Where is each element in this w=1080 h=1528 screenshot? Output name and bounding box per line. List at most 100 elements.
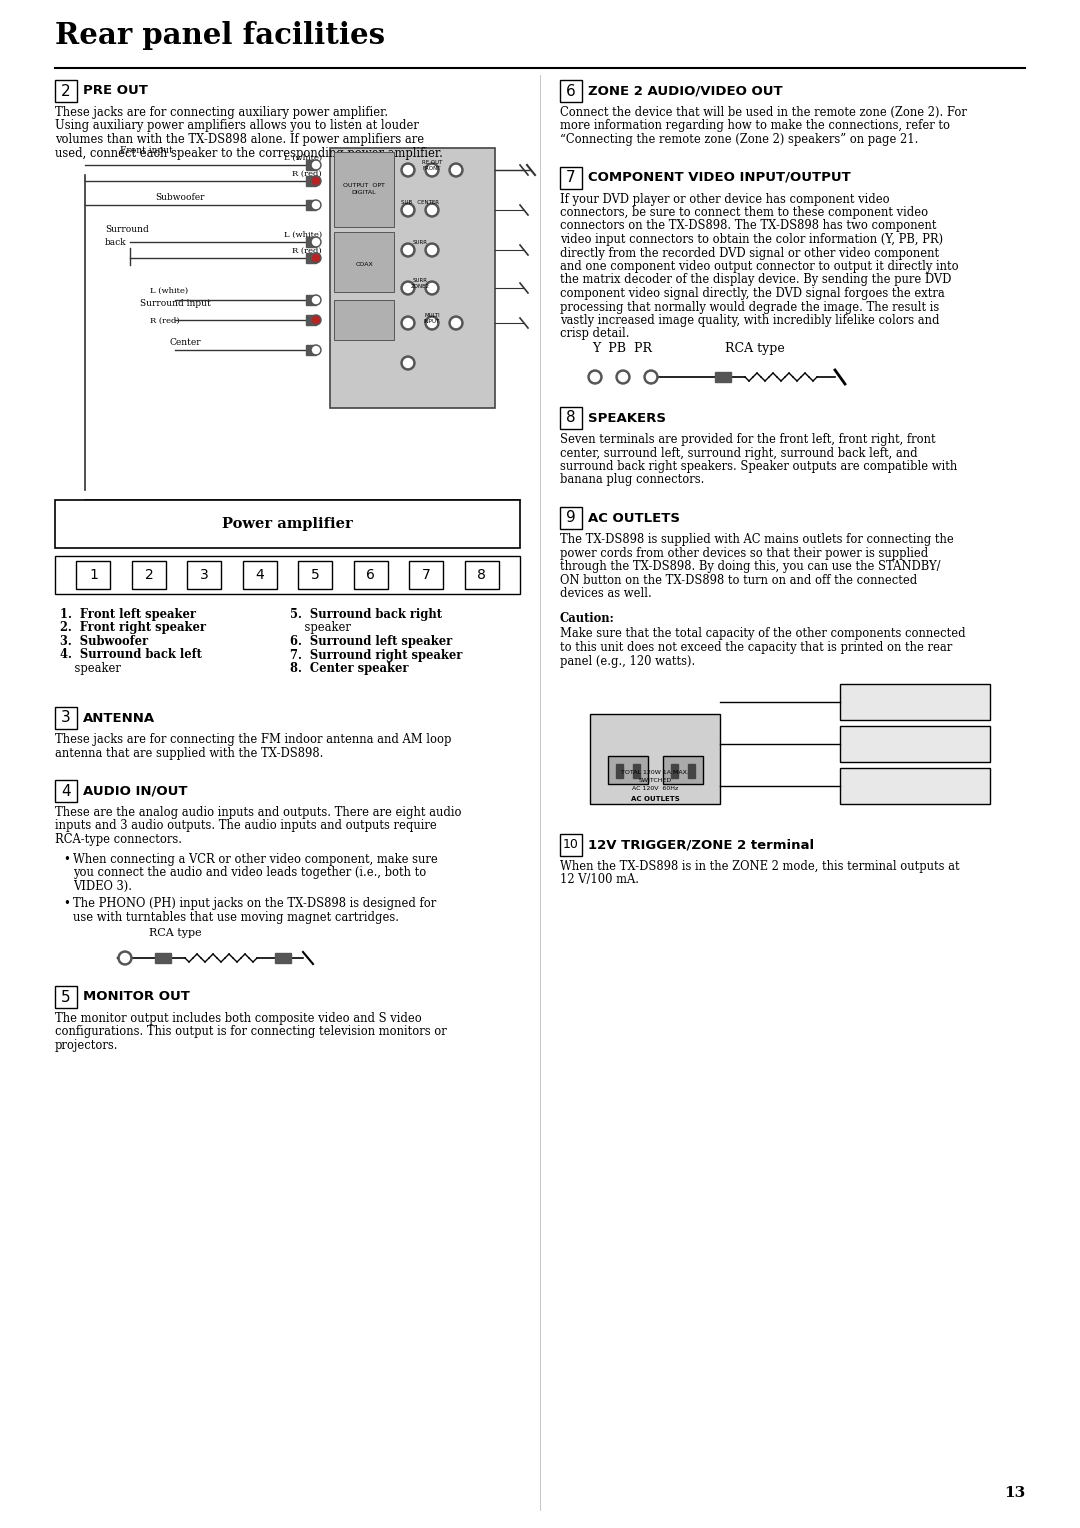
Text: devices as well.: devices as well. (561, 587, 651, 601)
Text: crisp detail.: crisp detail. (561, 327, 630, 341)
Circle shape (312, 347, 320, 353)
Bar (306, 345, 316, 354)
Text: The monitor output includes both composite video and S video: The monitor output includes both composi… (55, 1012, 422, 1025)
Circle shape (311, 200, 321, 209)
Text: connectors on the TX-DS898. The TX-DS898 has two component: connectors on the TX-DS898. The TX-DS898… (561, 220, 936, 232)
Text: panel (e.g., 120 watts).: panel (e.g., 120 watts). (561, 654, 696, 668)
Bar (334, 232, 394, 292)
Text: 6: 6 (366, 568, 375, 582)
Text: Power amplifier: Power amplifier (222, 516, 353, 532)
Text: MONITOR OUT: MONITOR OUT (83, 990, 190, 1004)
Bar (663, 756, 703, 784)
Bar (306, 315, 316, 325)
Bar (55, 79, 77, 102)
Circle shape (426, 316, 438, 330)
Text: component video signal directly, the DVD signal forgoes the extra: component video signal directly, the DVD… (561, 287, 945, 299)
Circle shape (312, 255, 320, 261)
Text: connectors, be sure to connect them to these component video: connectors, be sure to connect them to t… (561, 206, 928, 219)
Text: Connect the device that will be used in the remote zone (Zone 2). For: Connect the device that will be used in … (561, 105, 967, 119)
Text: COAX: COAX (355, 263, 373, 267)
Text: These are the analog audio inputs and outputs. There are eight audio: These are the analog audio inputs and ou… (55, 805, 461, 819)
Text: 13: 13 (1003, 1487, 1025, 1500)
Text: 4: 4 (62, 784, 71, 799)
Text: TOTAL 120W 1A MAX.: TOTAL 120W 1A MAX. (621, 770, 689, 775)
Circle shape (312, 162, 320, 168)
Circle shape (401, 243, 415, 257)
Circle shape (311, 160, 321, 170)
Text: vastly increased image quality, with incredibly lifelike colors and: vastly increased image quality, with inc… (561, 313, 940, 327)
Text: COMPONENT VIDEO INPUT/OUTPUT: COMPONENT VIDEO INPUT/OUTPUT (588, 171, 851, 183)
Circle shape (401, 316, 415, 330)
Bar (187, 561, 221, 588)
Bar (353, 561, 388, 588)
Text: When connecting a VCR or other video component, make sure: When connecting a VCR or other video com… (73, 853, 437, 865)
Text: back: back (105, 238, 126, 248)
Text: AC OUTLETS: AC OUTLETS (588, 512, 680, 524)
Bar (561, 406, 582, 429)
Text: 5: 5 (62, 990, 71, 1004)
Circle shape (449, 316, 463, 330)
Circle shape (404, 318, 413, 327)
Text: 8.  Center speaker: 8. Center speaker (291, 662, 408, 675)
Text: 1.  Front left speaker: 1. Front left speaker (60, 608, 195, 620)
Text: center, surround left, surround right, surround back left, and: center, surround left, surround right, s… (561, 446, 918, 460)
Text: 7: 7 (566, 170, 576, 185)
Text: Front input: Front input (120, 147, 173, 154)
Bar (243, 561, 276, 588)
Bar (330, 148, 495, 408)
Bar (77, 561, 110, 588)
Text: RCA type: RCA type (725, 342, 785, 354)
Circle shape (449, 163, 463, 177)
Text: R (red): R (red) (150, 316, 179, 325)
Text: more information regarding how to make the connections, refer to: more information regarding how to make t… (561, 119, 950, 133)
Bar (55, 707, 77, 729)
Text: projectors.: projectors. (55, 1039, 119, 1051)
Text: These jacks are for connecting the FM indoor antenna and AM loop: These jacks are for connecting the FM in… (55, 733, 451, 746)
Circle shape (428, 205, 436, 214)
Bar (608, 756, 648, 784)
Text: SWITCHED: SWITCHED (638, 778, 672, 782)
Text: •: • (63, 897, 70, 911)
Text: ANTENNA: ANTENNA (83, 712, 156, 724)
Text: When the TX-DS898 is in the ZONE 2 mode, this terminal outputs at: When the TX-DS898 is in the ZONE 2 mode,… (561, 860, 960, 872)
Text: SURR: SURR (413, 240, 428, 244)
Circle shape (404, 284, 413, 292)
Text: speaker: speaker (60, 662, 121, 675)
Text: “Connecting the remote zone (Zone 2) speakers” on page 21.: “Connecting the remote zone (Zone 2) spe… (561, 133, 918, 147)
Text: the matrix decoder of the display device. By sending the pure DVD: the matrix decoder of the display device… (561, 274, 951, 287)
Bar (334, 299, 394, 341)
Text: you connect the audio and video leads together (i.e., both to: you connect the audio and video leads to… (73, 866, 427, 879)
Text: 3: 3 (200, 568, 208, 582)
Text: video input connectors to obtain the color information (Y, PB, PR): video input connectors to obtain the col… (561, 232, 943, 246)
Circle shape (311, 254, 321, 263)
Circle shape (311, 345, 321, 354)
Text: These jacks are for connecting auxiliary power amplifier.: These jacks are for connecting auxiliary… (55, 105, 388, 119)
Text: 12V TRIGGER/ZONE 2 terminal: 12V TRIGGER/ZONE 2 terminal (588, 839, 814, 851)
Text: RCA type: RCA type (149, 927, 201, 938)
Circle shape (311, 176, 321, 186)
Circle shape (426, 281, 438, 295)
Bar (306, 160, 316, 170)
Circle shape (428, 318, 436, 327)
Text: Surround: Surround (105, 225, 149, 234)
Text: 3.  Subwoofer: 3. Subwoofer (60, 636, 148, 648)
Text: directly from the recorded DVD signal or other video component: directly from the recorded DVD signal or… (561, 246, 940, 260)
Circle shape (311, 295, 321, 306)
Circle shape (404, 359, 413, 368)
Bar (616, 764, 623, 778)
Text: •: • (63, 853, 70, 865)
Circle shape (312, 296, 320, 304)
Text: power cords from other devices so that their power is supplied: power cords from other devices so that t… (561, 547, 928, 559)
Text: 3: 3 (62, 711, 71, 726)
Text: Y  PB  PR: Y PB PR (592, 342, 652, 354)
Bar (55, 986, 77, 1008)
Bar (409, 561, 443, 588)
Text: 8: 8 (477, 568, 486, 582)
Text: through the TX-DS898. By doing this, you can use the STANDBY/: through the TX-DS898. By doing this, you… (561, 559, 941, 573)
Bar (298, 561, 333, 588)
Text: L (white): L (white) (284, 231, 322, 238)
Text: PRE OUT: PRE OUT (83, 84, 148, 98)
Text: ZONE 2 AUDIO/VIDEO OUT: ZONE 2 AUDIO/VIDEO OUT (588, 84, 783, 98)
Bar (334, 151, 394, 228)
Text: inputs and 3 audio outputs. The audio inputs and outputs require: inputs and 3 audio outputs. The audio in… (55, 819, 436, 833)
